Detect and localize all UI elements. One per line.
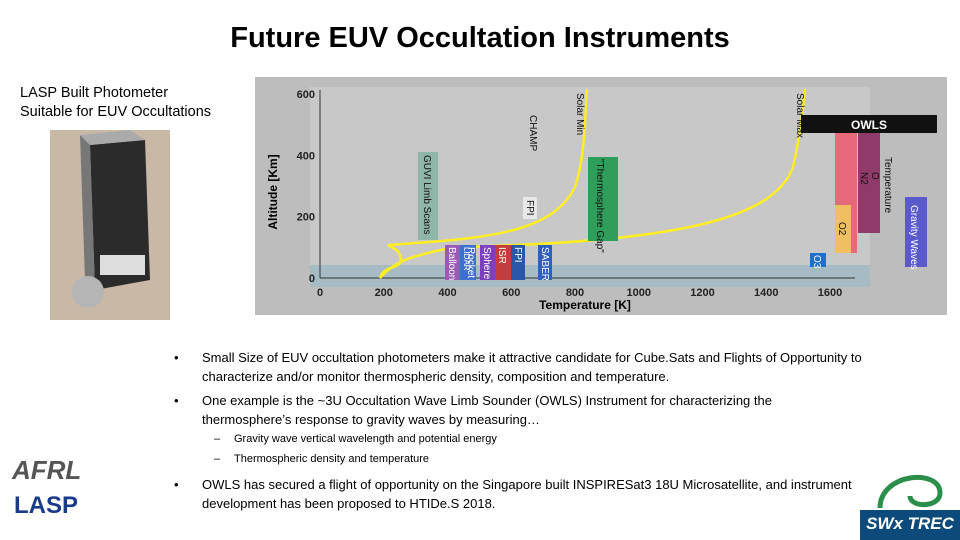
caption-line: Suitable for EUV Occultations bbox=[20, 104, 212, 120]
instrument-label: FPI bbox=[524, 200, 535, 216]
species-label: N2 bbox=[858, 172, 869, 185]
bullet: One example is the ~3U Occultation Wave … bbox=[174, 391, 862, 429]
curve-label: Solar Min bbox=[574, 93, 585, 135]
x-tick-label: 1600 bbox=[818, 287, 842, 299]
sub-bullet: Gravity wave vertical wavelength and pot… bbox=[214, 433, 497, 445]
species-label: O bbox=[869, 172, 880, 180]
y-tick-label: 400 bbox=[297, 150, 315, 162]
x-tick-label: 0 bbox=[317, 287, 323, 299]
y-tick-label: 600 bbox=[297, 89, 315, 101]
photometer-photo bbox=[50, 130, 170, 320]
curve-label: Solar Max bbox=[794, 93, 805, 138]
x-axis-label: Temperature [K] bbox=[539, 298, 631, 312]
species-label: O2 bbox=[836, 222, 847, 236]
bullet: OWLS has secured a flight of opportunity… bbox=[174, 475, 862, 513]
species-label: Gravity Waves bbox=[908, 205, 919, 270]
y-tick-label: 0 bbox=[309, 273, 315, 285]
x-tick-label: 200 bbox=[375, 287, 393, 299]
y-tick-label: 200 bbox=[297, 212, 315, 224]
bullet: Small Size of EUV occultation photometer… bbox=[174, 348, 862, 386]
swx-swirl bbox=[877, 475, 943, 509]
x-tick-label: 600 bbox=[502, 287, 520, 299]
instrument-label: Sphere bbox=[481, 247, 492, 280]
instrument-label: Balloon bbox=[446, 247, 457, 280]
altitude-temperature-figure: 0 200 400 600 800 1000 1200 1400 16006004002000 … bbox=[255, 77, 947, 315]
species-label: Temperature bbox=[882, 157, 893, 214]
instrument-label: LIDAR bbox=[462, 247, 471, 271]
instrument-label: Rocket bbox=[465, 247, 476, 278]
instrument-label: ISR bbox=[496, 247, 507, 264]
gap-label: "Thermosphere Gap" bbox=[594, 159, 605, 253]
logo: SWx TREC bbox=[860, 510, 960, 540]
owls-label: OWLS bbox=[851, 118, 887, 132]
instrument-label: FPI bbox=[512, 247, 523, 263]
logo: LASP bbox=[14, 492, 79, 519]
x-tick-label: 400 bbox=[438, 287, 456, 299]
caption: LASP Built Photometer Suitable for EUV Oc… bbox=[20, 84, 250, 122]
y-axis-label: Altitude [Km] bbox=[266, 154, 280, 229]
x-tick-label: 1200 bbox=[690, 287, 714, 299]
x-tick-label: 1000 bbox=[627, 287, 651, 299]
logo: AFRL bbox=[12, 455, 82, 485]
caption-line: LASP Built Photometer bbox=[20, 85, 169, 101]
instrument-label: SABER bbox=[539, 247, 550, 281]
title: Future EUV Occultation Instruments bbox=[230, 22, 730, 54]
x-tick-label: 800 bbox=[566, 287, 584, 299]
sub-bullet: Thermospheric density and temperature bbox=[214, 453, 429, 465]
instrument-label: GUVI Limb Scans bbox=[421, 155, 432, 234]
instrument-label: CHAMP bbox=[527, 115, 538, 151]
species-label: O3 bbox=[811, 255, 822, 269]
x-tick-label: 1400 bbox=[754, 287, 778, 299]
